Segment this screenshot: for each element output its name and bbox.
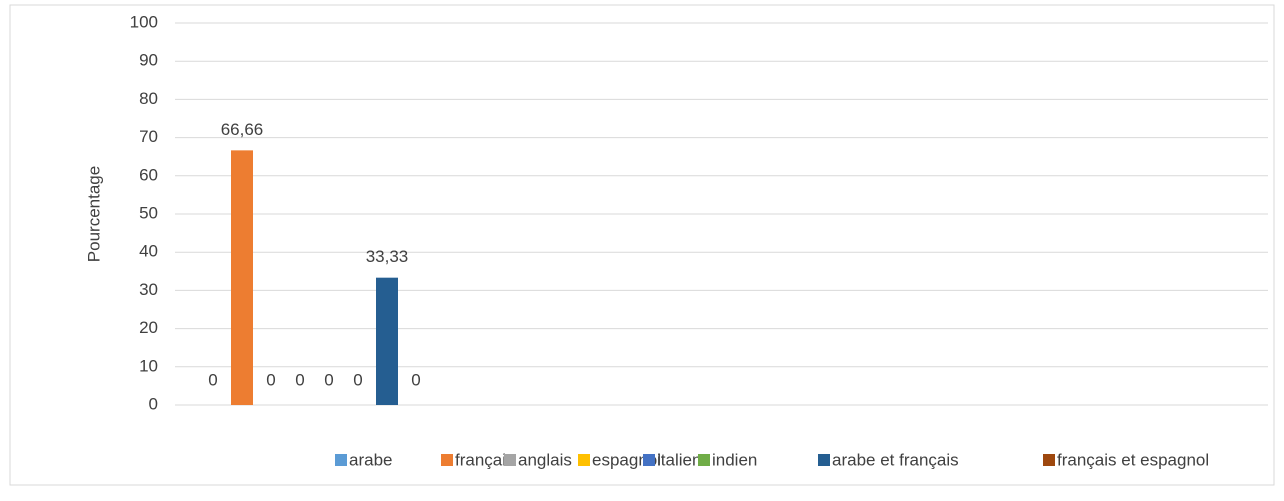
y-tick-label: 0 — [149, 394, 158, 413]
data-label: 33,33 — [366, 247, 409, 266]
legend-swatch — [441, 454, 453, 466]
legend-swatch — [698, 454, 710, 466]
data-label: 0 — [353, 370, 362, 389]
legend-label: arabe — [349, 450, 392, 469]
y-tick-label: 40 — [139, 242, 158, 261]
legend-label: français — [455, 450, 515, 469]
legend-swatch — [578, 454, 590, 466]
y-tick-label: 20 — [139, 318, 158, 337]
y-tick-label: 30 — [139, 280, 158, 299]
y-tick-label: 50 — [139, 203, 158, 222]
data-label: 0 — [266, 370, 275, 389]
legend-swatch — [818, 454, 830, 466]
legend-swatch — [1043, 454, 1055, 466]
y-tick-label: 100 — [130, 12, 158, 31]
y-tick-label: 10 — [139, 356, 158, 375]
legend-label: italien — [657, 450, 701, 469]
legend-label: indien — [712, 450, 757, 469]
y-tick-label: 60 — [139, 165, 158, 184]
data-label: 0 — [295, 370, 304, 389]
legend-swatch — [643, 454, 655, 466]
y-tick-label: 90 — [139, 51, 158, 70]
legend-swatch — [335, 454, 347, 466]
y-tick-label: 80 — [139, 89, 158, 108]
data-label: 0 — [411, 370, 420, 389]
legend-swatch — [504, 454, 516, 466]
bar — [231, 150, 253, 405]
y-axis-label: Pourcentage — [84, 166, 103, 262]
bar — [376, 277, 398, 405]
data-label: 66,66 — [221, 120, 264, 139]
y-tick-label: 70 — [139, 127, 158, 146]
legend-label: français et espagnol — [1057, 450, 1209, 469]
chart-border — [9, 4, 1275, 486]
data-label: 0 — [324, 370, 333, 389]
legend-label: arabe et français — [832, 450, 959, 469]
data-label: 0 — [208, 370, 217, 389]
legend-label: anglais — [518, 450, 572, 469]
